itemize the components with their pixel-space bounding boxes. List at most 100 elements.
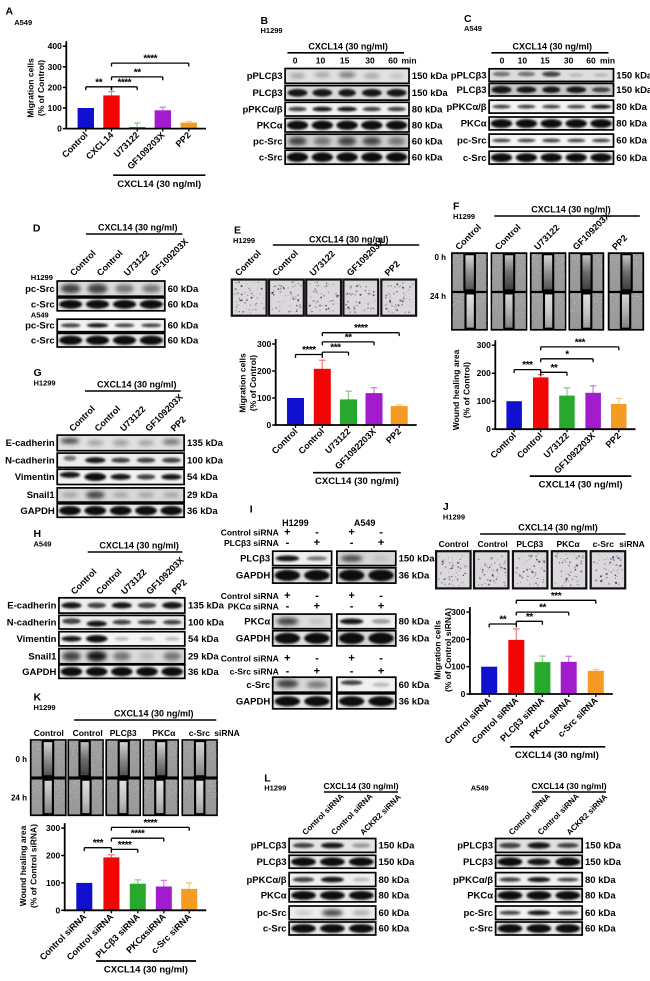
svg-text:200: 200 (46, 851, 60, 861)
svg-text:+: + (284, 652, 290, 664)
svg-text:150 kDa: 150 kDa (585, 857, 622, 868)
svg-text:60 kDa: 60 kDa (168, 300, 199, 311)
svg-text:pPLCβ3: pPLCβ3 (251, 841, 287, 852)
svg-text:150 kDa: 150 kDa (616, 85, 650, 96)
svg-text:PKCα: PKCα (152, 728, 176, 738)
svg-text:Migration cells: Migration cells (238, 353, 248, 413)
svg-text:K: K (34, 692, 42, 704)
svg-text:CXCL14 (30 ng/ml): CXCL14 (30 ng/ml) (315, 476, 399, 487)
svg-text:pc-Src: pc-Src (464, 908, 494, 919)
svg-text:135 kDa: 135 kDa (188, 601, 225, 612)
svg-text:CXCL14 (30 ng/ml): CXCL14 (30 ng/ml) (97, 380, 177, 390)
svg-text:Vimentin: Vimentin (16, 634, 56, 645)
svg-text:PKCα: PKCα (244, 617, 270, 628)
svg-text:150 kDa: 150 kDa (412, 71, 449, 82)
svg-text:10: 10 (518, 56, 528, 66)
svg-text:80 kDa: 80 kDa (616, 119, 647, 130)
svg-text:0: 0 (57, 124, 62, 134)
svg-text:I: I (250, 504, 253, 516)
svg-text:60 kDa: 60 kDa (399, 680, 430, 691)
svg-text:A549: A549 (471, 784, 489, 793)
svg-text:PKCα: PKCα (261, 891, 287, 902)
svg-text:150 kDa: 150 kDa (585, 841, 622, 852)
svg-text:****: **** (302, 345, 316, 356)
svg-text:min: min (402, 56, 417, 66)
svg-text:80 kDa: 80 kDa (585, 875, 616, 886)
svg-text:CXCL14 (30 ng/ml): CXCL14 (30 ng/ml) (98, 223, 178, 233)
svg-text:C: C (464, 13, 472, 25)
svg-text:pPKCα/β: pPKCα/β (453, 875, 493, 886)
svg-text:150 kDa: 150 kDa (412, 88, 449, 99)
svg-text:PKCα siRNA: PKCα siRNA (228, 602, 279, 612)
svg-text:H1299: H1299 (453, 212, 475, 221)
svg-text:CXCL14 (30 ng/ml): CXCL14 (30 ng/ml) (114, 709, 194, 719)
svg-text:H1299: H1299 (443, 513, 465, 522)
svg-text:c-Src: c-Src (259, 152, 283, 163)
svg-text:PKCα: PKCα (467, 891, 493, 902)
svg-text:GAPDH: GAPDH (236, 634, 270, 645)
svg-text:****: **** (144, 818, 158, 829)
svg-text:(% of Control): (% of Control) (462, 362, 472, 418)
svg-text:pc-Src: pc-Src (253, 136, 283, 147)
svg-text:GAPDH: GAPDH (20, 506, 54, 517)
svg-text:60 kDa: 60 kDa (379, 908, 410, 919)
svg-text:29 kDa: 29 kDa (188, 651, 219, 662)
svg-text:min: min (600, 56, 615, 66)
svg-text:150 kDa: 150 kDa (379, 857, 416, 868)
svg-text:0: 0 (500, 56, 505, 66)
svg-text:CXCL14 (30 ng/ml): CXCL14 (30 ng/ml) (518, 523, 598, 533)
svg-text:Control: Control (34, 728, 64, 738)
svg-text:CXCL14 (30 ng/ml): CXCL14 (30 ng/ml) (308, 41, 388, 51)
svg-text:H: H (34, 528, 42, 540)
svg-text:CXCL14 (30 ng/ml): CXCL14 (30 ng/ml) (531, 205, 611, 215)
svg-text:siRNA: siRNA (214, 728, 240, 738)
svg-text:80 kDa: 80 kDa (616, 102, 647, 113)
svg-text:+: + (314, 601, 320, 613)
svg-text:N-cadherin: N-cadherin (7, 617, 57, 628)
svg-text:60 kDa: 60 kDa (379, 924, 410, 935)
svg-text:+: + (284, 527, 290, 539)
svg-text:A: A (6, 6, 14, 18)
svg-text:100: 100 (451, 662, 465, 672)
svg-text:60 kDa: 60 kDa (168, 335, 199, 346)
svg-text:Snail1: Snail1 (28, 651, 57, 662)
svg-text:300: 300 (451, 607, 465, 617)
svg-text:pPLCβ3: pPLCβ3 (457, 841, 493, 852)
svg-text:pPLCβ3: pPLCβ3 (451, 70, 487, 81)
svg-text:Control siRNA: Control siRNA (221, 653, 279, 663)
svg-text:PLCβ3: PLCβ3 (240, 554, 270, 565)
svg-text:100: 100 (477, 396, 491, 406)
svg-text:100: 100 (48, 103, 62, 113)
svg-text:+: + (378, 537, 384, 549)
svg-text:0: 0 (55, 905, 60, 915)
svg-text:A549: A549 (14, 18, 32, 27)
svg-text:PLCβ3 siRNA: PLCβ3 siRNA (224, 538, 279, 548)
svg-text:+: + (348, 527, 354, 539)
svg-text:H1299: H1299 (282, 518, 309, 528)
svg-text:(% of Control siRNA): (% of Control siRNA) (29, 824, 39, 908)
svg-text:60 kDa: 60 kDa (585, 908, 616, 919)
svg-text:***: *** (330, 343, 341, 354)
svg-text:Wound healing area: Wound healing area (18, 825, 28, 906)
svg-text:pPKCα/β: pPKCα/β (246, 875, 286, 886)
svg-text:150 kDa: 150 kDa (379, 841, 416, 852)
svg-text:36 kDa: 36 kDa (399, 571, 430, 582)
svg-text:Control: Control (439, 539, 469, 549)
svg-text:+: + (348, 590, 354, 602)
svg-text:300: 300 (46, 823, 60, 833)
svg-text:A549: A549 (354, 518, 376, 528)
svg-text:-: - (350, 666, 354, 678)
svg-text:H1299: H1299 (233, 236, 255, 245)
svg-text:+: + (314, 666, 320, 678)
svg-text:PKCα: PKCα (557, 539, 581, 549)
svg-text:80 kDa: 80 kDa (585, 891, 616, 902)
svg-text:pc-Src: pc-Src (457, 136, 487, 147)
svg-text:0: 0 (293, 56, 298, 66)
svg-text:GAPDH: GAPDH (22, 667, 56, 678)
svg-text:Control: Control (73, 728, 103, 738)
svg-text:+: + (378, 601, 384, 613)
svg-text:60: 60 (586, 56, 596, 66)
svg-text:+: + (314, 537, 320, 549)
svg-text:30: 30 (365, 56, 375, 66)
svg-text:36 kDa: 36 kDa (399, 697, 430, 708)
